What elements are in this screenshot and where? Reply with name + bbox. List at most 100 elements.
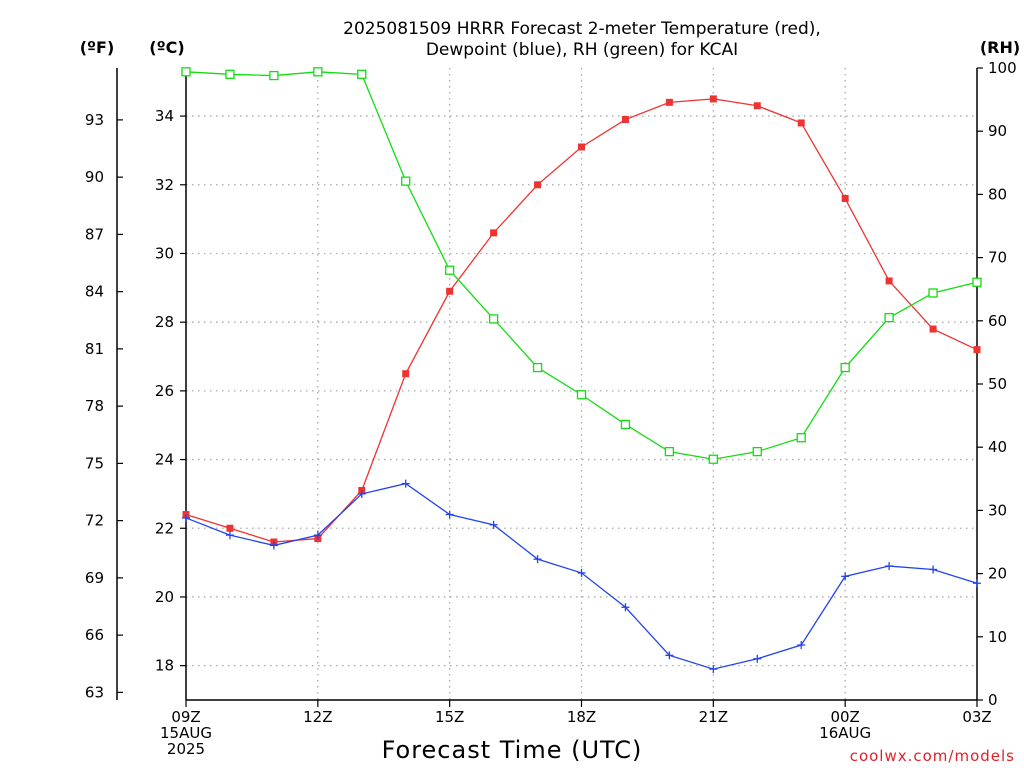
data-point: [445, 265, 455, 275]
rh-tick-label: 40: [988, 438, 1007, 456]
series-1: [182, 479, 981, 674]
data-point: [577, 568, 586, 577]
data-point: [313, 531, 322, 540]
data-point: [753, 654, 762, 663]
data-point: [225, 531, 234, 540]
data-point: [621, 116, 629, 124]
rh-tick-label: 70: [988, 249, 1007, 267]
data-point: [973, 346, 981, 354]
celsius-tick-label: 20: [155, 588, 174, 606]
data-point: [620, 419, 631, 430]
celsius-tick-label: 18: [155, 657, 174, 675]
data-point: [488, 314, 499, 324]
data-point: [489, 520, 498, 529]
data-point: [357, 69, 367, 79]
x-tick-label: 16AUG: [819, 724, 871, 742]
x-tick-label: 21Z: [699, 708, 728, 726]
fahrenheit-tick-label: 66: [85, 626, 104, 644]
fahrenheit-tick-label: 93: [85, 111, 104, 129]
fahrenheit-tick-label: 72: [85, 512, 104, 530]
x-tick-label: 12Z: [303, 708, 332, 726]
rh-tick-label: 100: [988, 59, 1017, 77]
rh-tick-label: 0: [988, 691, 998, 709]
data-point: [182, 513, 190, 522]
data-point: [621, 603, 630, 612]
data-point: [973, 579, 981, 588]
axes: [116, 67, 983, 707]
data-point: [665, 651, 674, 660]
data-point: [401, 176, 411, 186]
fahrenheit-tick-label: 75: [85, 454, 104, 472]
rh-tick-label: 20: [988, 565, 1007, 583]
data-point: [885, 562, 894, 571]
data-point: [490, 229, 498, 237]
x-tick-label: 2025: [167, 740, 205, 758]
data-point: [401, 479, 410, 488]
chart-title-line2: Dewpoint (blue), RH (green) for KCAI: [426, 40, 738, 60]
data-point: [841, 572, 850, 581]
data-point: [797, 641, 806, 650]
fahrenheit-tick-label: 87: [85, 225, 104, 243]
celsius-tick-label: 28: [155, 313, 174, 331]
data-point: [841, 195, 849, 203]
fahrenheit-tick-label: 84: [85, 283, 104, 301]
x-tick-label: 15Z: [435, 708, 464, 726]
data-point: [929, 565, 938, 574]
data-point: [797, 119, 805, 127]
data-point: [225, 69, 235, 79]
celsius-tick-label: 32: [155, 176, 174, 194]
data-point: [226, 524, 234, 532]
grid-lines: [186, 68, 977, 700]
x-tick-label: 18Z: [567, 708, 596, 726]
celsius-unit-label: (ºC): [149, 38, 184, 57]
credit-link[interactable]: coolwx.com/models: [850, 747, 1015, 765]
celsius-tick-label: 30: [155, 244, 174, 262]
data-point: [929, 325, 937, 333]
rh-tick-label: 50: [988, 375, 1007, 393]
data-point: [753, 102, 761, 110]
data-point: [928, 288, 938, 298]
fahrenheit-tick-label: 90: [85, 168, 104, 186]
data-point: [885, 277, 893, 285]
fahrenheit-tick-label: 78: [85, 397, 104, 415]
x-tick-label: 00Z: [830, 708, 859, 726]
data-point: [576, 390, 587, 400]
rh-tick-label: 60: [988, 312, 1007, 330]
fahrenheit-tick-label: 81: [85, 340, 104, 358]
data-point: [181, 67, 191, 77]
rh-tick-label: 90: [988, 122, 1007, 140]
data-point: [446, 287, 454, 295]
data-point: [708, 454, 718, 464]
rh-tick-label: 30: [988, 501, 1007, 519]
data-point: [534, 181, 542, 189]
fahrenheit-tick-label: 63: [85, 683, 104, 701]
data-point: [884, 312, 894, 323]
data-point: [665, 98, 673, 106]
fahrenheit-tick-label: 69: [85, 569, 104, 587]
fahrenheit-unit-label: (ºF): [80, 38, 115, 57]
data-point: [533, 555, 542, 564]
x-axis-label: Forecast Time (UTC): [382, 736, 643, 764]
data-series: [181, 67, 982, 674]
rh-unit-label: (RH): [980, 38, 1020, 57]
data-point: [796, 433, 806, 443]
data-point: [402, 370, 410, 378]
data-point: [532, 362, 543, 373]
celsius-tick-label: 26: [155, 382, 174, 400]
data-point: [357, 489, 366, 498]
series-line: [185, 71, 978, 460]
chart-title-line1: 2025081509 HRRR Forecast 2-meter Tempera…: [343, 19, 821, 39]
data-point: [972, 277, 982, 287]
data-point: [445, 510, 454, 519]
data-point: [664, 446, 675, 457]
data-point: [709, 95, 717, 103]
celsius-tick-label: 24: [155, 451, 174, 469]
data-point: [578, 143, 585, 151]
celsius-tick-label: 34: [155, 107, 174, 125]
rh-tick-label: 80: [988, 185, 1007, 203]
data-point: [269, 541, 278, 550]
data-point: [709, 665, 718, 674]
